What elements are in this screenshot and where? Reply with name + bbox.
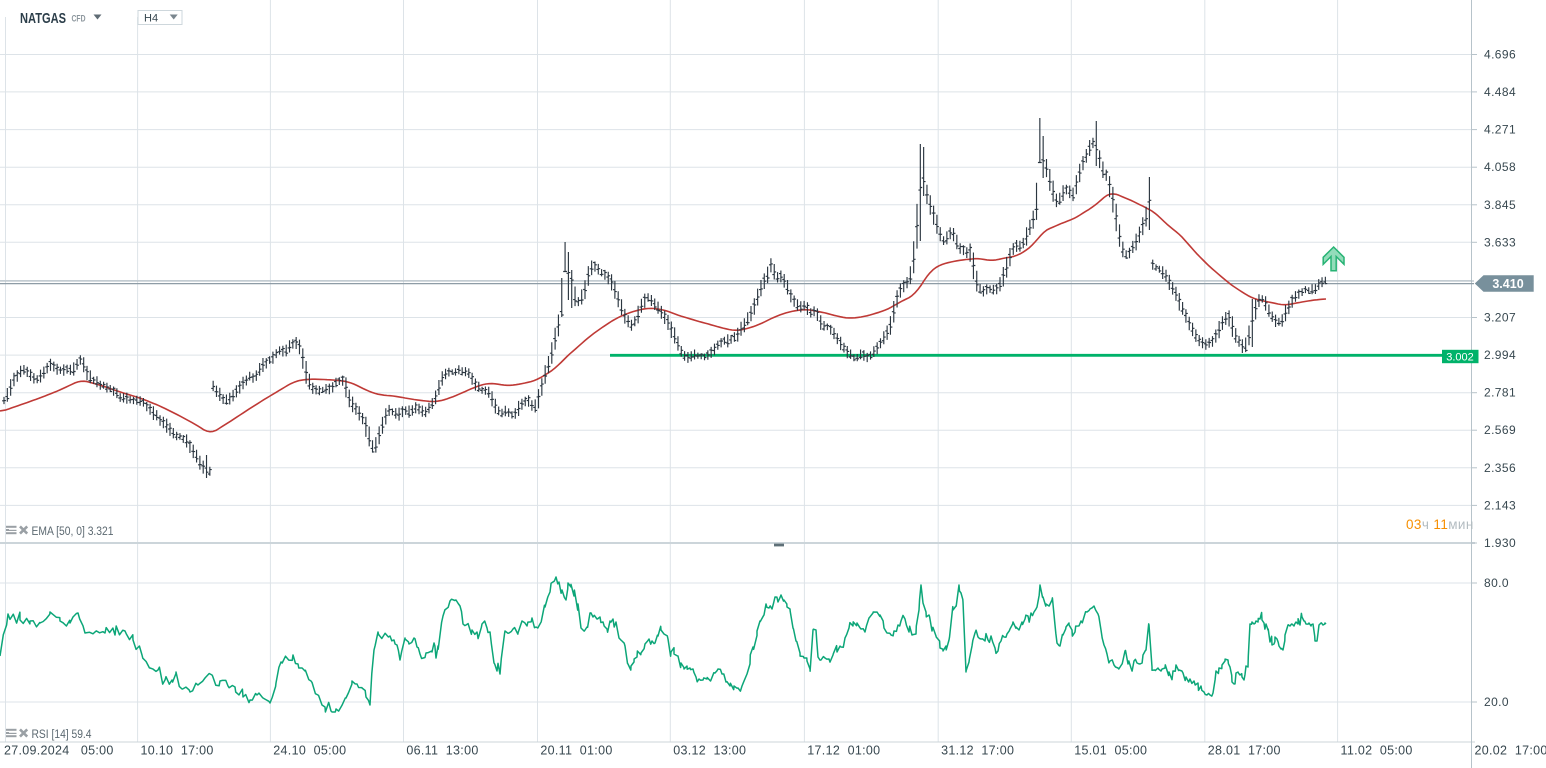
svg-text:3.845: 3.845 <box>1484 198 1516 212</box>
svg-text:3.633: 3.633 <box>1484 235 1516 249</box>
svg-text:2.143: 2.143 <box>1484 498 1516 512</box>
svg-text:4.058: 4.058 <box>1484 160 1516 174</box>
svg-text:17.12 01:00: 17.12 01:00 <box>807 744 880 758</box>
svg-text:27.09.2024 05:00: 27.09.2024 05:00 <box>4 744 114 758</box>
svg-text:EMA [50, 0] 3.321: EMA [50, 0] 3.321 <box>32 526 114 538</box>
svg-text:2.781: 2.781 <box>1484 386 1516 400</box>
svg-text:4.696: 4.696 <box>1484 48 1516 62</box>
svg-text:H4: H4 <box>144 13 158 25</box>
svg-text:03ч 11мин: 03ч 11мин <box>1406 517 1474 532</box>
svg-text:20.02 17:00: 20.02 17:00 <box>1475 744 1546 758</box>
svg-text:3.410: 3.410 <box>1492 277 1523 291</box>
svg-text:1.930: 1.930 <box>1484 536 1516 550</box>
svg-text:03.12 13:00: 03.12 13:00 <box>673 744 746 758</box>
svg-text:20.0: 20.0 <box>1484 695 1509 709</box>
svg-text:80.0: 80.0 <box>1484 576 1509 590</box>
svg-text:RSI [14] 59.4: RSI [14] 59.4 <box>32 729 93 741</box>
svg-text:24.10 05:00: 24.10 05:00 <box>273 744 346 758</box>
svg-text:NATGAS: NATGAS <box>20 10 66 27</box>
svg-text:15.01 05:00: 15.01 05:00 <box>1074 744 1147 758</box>
svg-text:2.356: 2.356 <box>1484 461 1516 475</box>
svg-text:2.569: 2.569 <box>1484 423 1516 437</box>
svg-text:3.002: 3.002 <box>1446 352 1474 364</box>
svg-text:10.10 17:00: 10.10 17:00 <box>141 744 214 758</box>
svg-text:20.11 01:00: 20.11 01:00 <box>540 744 612 758</box>
svg-text:28.01 17:00: 28.01 17:00 <box>1208 744 1281 758</box>
svg-text:4.484: 4.484 <box>1484 85 1516 99</box>
svg-text:3.207: 3.207 <box>1484 311 1516 325</box>
svg-text:2.994: 2.994 <box>1484 348 1516 362</box>
svg-text:11.02 05:00: 11.02 05:00 <box>1341 744 1413 758</box>
svg-text:31.12 17:00: 31.12 17:00 <box>941 744 1014 758</box>
svg-text:4.271: 4.271 <box>1484 123 1516 137</box>
svg-text:06.11 13:00: 06.11 13:00 <box>406 744 478 758</box>
svg-text:CFD: CFD <box>72 14 86 25</box>
